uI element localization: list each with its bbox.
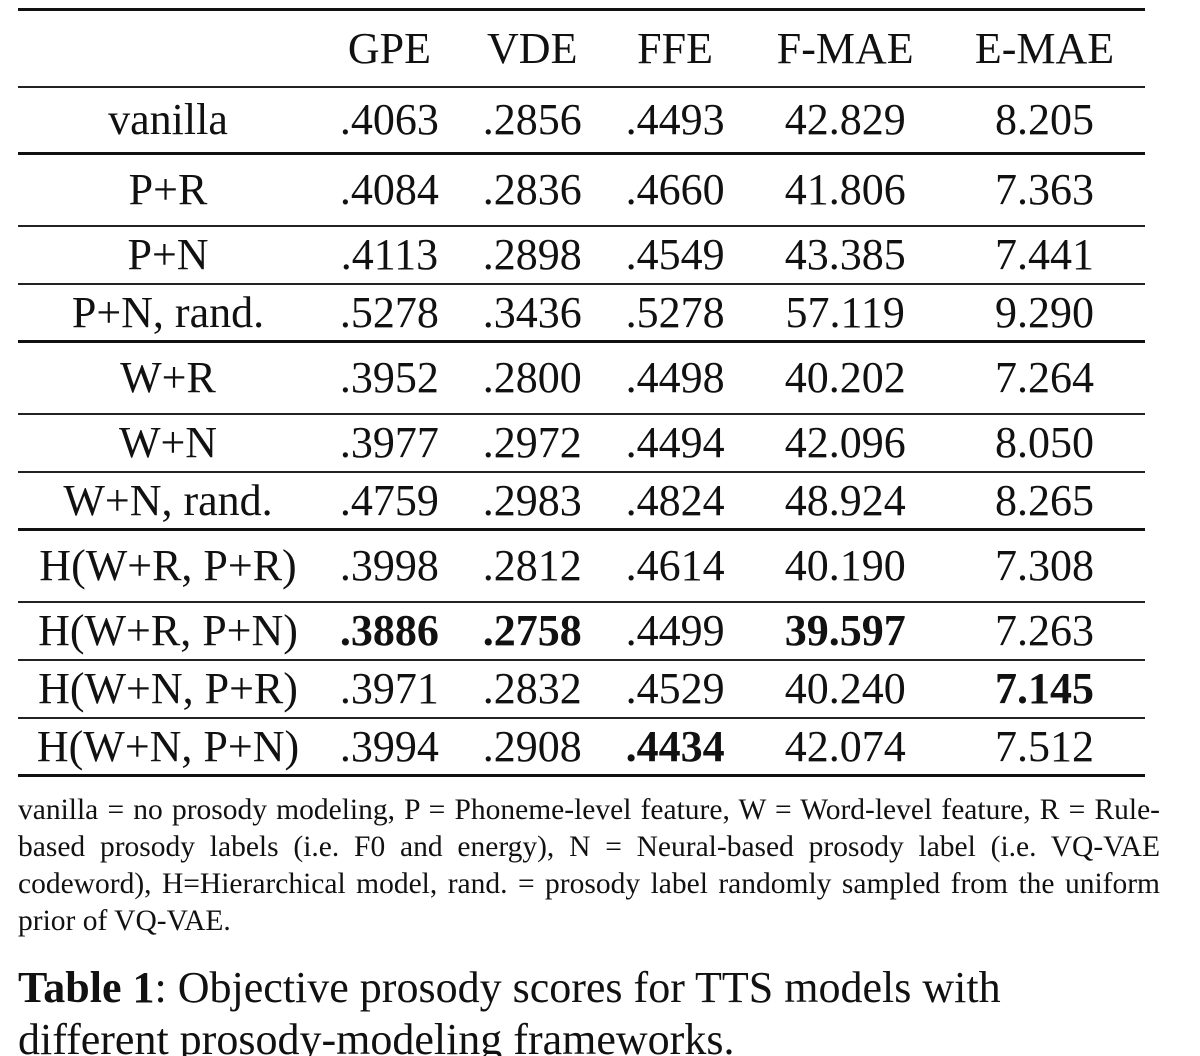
caption-label: Table 1 <box>18 963 155 1012</box>
table-row: W+R .3952.2800.4498 40.202 7.264 <box>18 341 1145 415</box>
score-cell: .3886 <box>318 601 461 661</box>
row-label: H(W+R, P+N) <box>18 601 318 661</box>
column-header: F-MAE <box>746 9 944 88</box>
table-row: H(W+N, P+R) .3971.2832.4529 40.240 7.145 <box>18 659 1145 719</box>
score-cell: 42.074 <box>784 721 906 771</box>
table-row: W+N .3977.2972.4494 42.096 8.050 <box>18 413 1145 473</box>
score-cell: 7.512 <box>995 721 1094 771</box>
table-row: H(W+R, P+N) .3886.2758.4499 39.597 7.263 <box>18 601 1145 661</box>
header-row: GPE VDE FFE F-MAE E-MAE <box>18 9 1145 88</box>
table-caption: Table 1: Objective prosody scores for TT… <box>18 962 1160 1056</box>
score-cell: .4434 <box>625 721 725 771</box>
table-row: H(W+N, P+N) .3994 .2908 .4434 42.074 7.512 <box>18 718 1145 776</box>
results-table: GPE VDE FFE F-MAE E-MAE vanilla .4063.2856.449… <box>18 8 1145 777</box>
column-header: FFE <box>603 9 747 88</box>
score-cell: .3977 <box>318 413 461 473</box>
score-cell: .2758 <box>460 601 604 661</box>
score-cell: 42.829 <box>746 86 944 155</box>
row-label: H(W+N, P+N) <box>36 721 300 771</box>
score-cell: 8.050 <box>944 413 1145 473</box>
score-cell: .4529 <box>603 659 747 719</box>
score-cell: 40.202 <box>746 341 944 415</box>
score-cell: 40.240 <box>746 659 944 719</box>
row-label: vanilla <box>18 86 318 155</box>
score-cell: .2800 <box>460 341 604 415</box>
score-cell: 8.205 <box>944 86 1145 155</box>
table-row: P+N, rand. .5278.3436.5278 57.119 9.290 <box>18 283 1145 343</box>
score-cell: .4494 <box>603 413 747 473</box>
score-cell: .4493 <box>603 86 747 155</box>
score-cell: .5278 <box>318 283 461 343</box>
score-cell: .2812 <box>460 529 604 603</box>
table-row: P+R .4084.2836.4660 41.806 7.363 <box>18 153 1145 227</box>
score-cell: .4498 <box>603 341 747 415</box>
row-label: P+N, rand. <box>18 283 318 343</box>
score-cell: 7.264 <box>944 341 1145 415</box>
corner-cell <box>18 9 318 88</box>
score-cell: 39.597 <box>746 601 944 661</box>
row-label: P+R <box>18 153 318 227</box>
score-cell: .2836 <box>460 153 604 227</box>
score-cell: 8.265 <box>944 471 1145 531</box>
score-cell: 42.096 <box>746 413 944 473</box>
row-label: W+N <box>18 413 318 473</box>
score-cell: 7.363 <box>944 153 1145 227</box>
score-cell: 7.308 <box>944 529 1145 603</box>
row-label: H(W+R, P+R) <box>18 529 318 603</box>
caption-text: : Objective prosody scores for TTS model… <box>18 963 1001 1056</box>
score-cell: .2856 <box>460 86 604 155</box>
score-cell: .3994 <box>339 721 439 771</box>
row-label: H(W+N, P+R) <box>18 659 318 719</box>
score-cell: .4084 <box>318 153 461 227</box>
score-cell: .2832 <box>460 659 604 719</box>
score-cell: .4660 <box>603 153 747 227</box>
score-cell: .4113 <box>318 225 461 285</box>
score-cell: .2898 <box>460 225 604 285</box>
column-header: GPE <box>318 9 461 88</box>
score-cell: 40.190 <box>746 529 944 603</box>
column-header: VDE <box>460 9 604 88</box>
score-cell: .4499 <box>603 601 747 661</box>
score-cell: 57.119 <box>746 283 944 343</box>
table-row: vanilla .4063.2856.4493 42.829 8.205 <box>18 86 1145 155</box>
score-cell: 7.145 <box>944 659 1145 719</box>
score-cell: .3952 <box>318 341 461 415</box>
score-cell: 9.290 <box>944 283 1145 343</box>
row-label: W+R <box>18 341 318 415</box>
score-cell: 48.924 <box>746 471 944 531</box>
row-label: W+N, rand. <box>18 471 318 531</box>
score-cell: .3998 <box>318 529 461 603</box>
score-cell: .4824 <box>603 471 747 531</box>
score-cell: 41.806 <box>746 153 944 227</box>
table-footnote: vanilla = no prosody modeling, P = Phone… <box>18 794 1160 937</box>
score-cell: .3971 <box>318 659 461 719</box>
score-cell: .2983 <box>460 471 604 531</box>
score-cell: .4759 <box>318 471 461 531</box>
score-cell: .5278 <box>603 283 747 343</box>
score-cell: .2908 <box>482 721 582 771</box>
score-cell: 43.385 <box>746 225 944 285</box>
score-cell: .4549 <box>603 225 747 285</box>
score-cell: 7.263 <box>944 601 1145 661</box>
score-cell: 7.441 <box>944 225 1145 285</box>
score-cell: .2972 <box>460 413 604 473</box>
column-header: E-MAE <box>944 9 1145 88</box>
score-cell: .4063 <box>318 86 461 155</box>
table-row: W+N, rand. .4759.2983.4824 48.924 8.265 <box>18 471 1145 531</box>
table-row: H(W+R, P+R) .3998.2812.4614 40.190 7.308 <box>18 529 1145 603</box>
row-label: P+N <box>18 225 318 285</box>
table-row: P+N .4113.2898.4549 43.385 7.441 <box>18 225 1145 285</box>
score-cell: .4614 <box>603 529 747 603</box>
score-cell: .3436 <box>460 283 604 343</box>
